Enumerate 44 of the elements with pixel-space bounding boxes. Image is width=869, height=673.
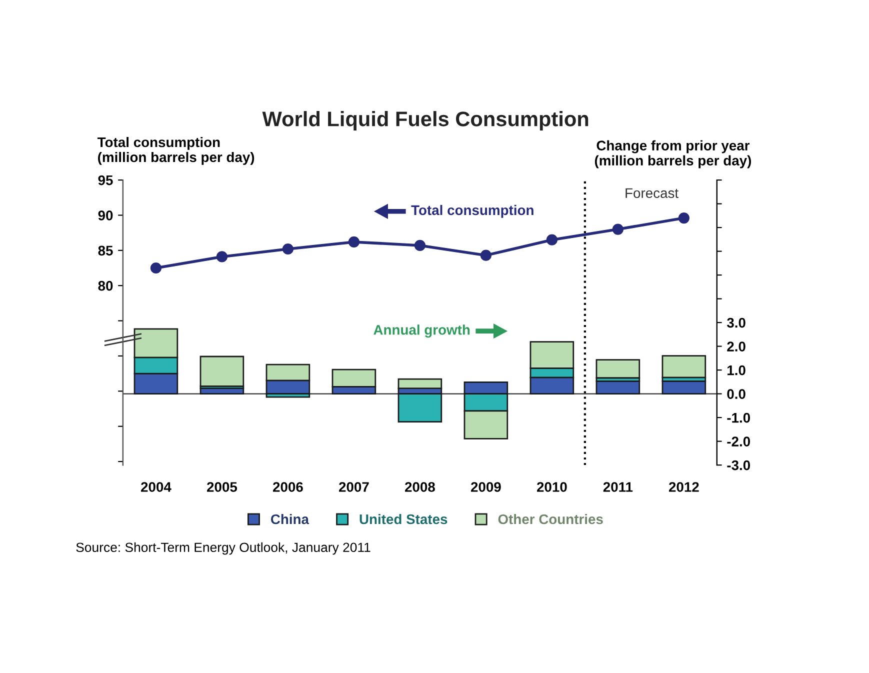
ref-line-label: Forecast: [626, 188, 678, 198]
x-tick-label: 2006: [272, 482, 303, 492]
y-tick-label: 90: [98, 210, 113, 220]
y2-tick-label: 2.0: [727, 342, 746, 352]
legend-label: Other Countries: [498, 514, 603, 524]
y2-tick-label: 3.0: [726, 318, 746, 328]
x-tick-label: 2008: [404, 482, 435, 492]
legend-label: China: [270, 514, 310, 524]
x-tick-label: 2009: [470, 482, 501, 492]
x-tick-label: 2012: [668, 482, 699, 492]
point: [282, 243, 294, 255]
point: [150, 262, 162, 274]
annotation: Total consumption: [411, 204, 534, 218]
y-axis-title: Total consumption (million barrels per day): [97, 136, 254, 165]
y-tick-label: 85: [98, 246, 113, 256]
x-tick-label: 2011: [603, 482, 633, 492]
y2-tick-label: 0.0: [727, 389, 746, 399]
point: [216, 251, 228, 262]
y2-tick-label: 1.0: [728, 365, 746, 376]
y2-axis-title: Change from prior year (million barrels per day): [594, 140, 752, 168]
y2-tick-label: -3.0: [727, 460, 750, 470]
point: [348, 236, 360, 248]
y-tick-label: 80: [98, 280, 113, 291]
point: [546, 234, 558, 246]
y2-tick-label: -1.0: [727, 412, 750, 423]
bar: [596, 359, 640, 379]
x-tick-label: 2007: [338, 482, 369, 492]
x-tick-label: 2010: [536, 482, 567, 492]
annotation: Annual growth: [374, 324, 470, 338]
x-tick-label: 2005: [206, 482, 238, 492]
y2-tick-label: -2.0: [727, 436, 750, 446]
point: [480, 250, 492, 261]
point: [678, 212, 690, 224]
x-tick-label: 2004: [140, 482, 172, 492]
bar: [200, 356, 244, 387]
point: [414, 240, 426, 252]
bar: [662, 355, 706, 378]
source-note: Source: Short-Term Energy Outlook, January 2011: [76, 542, 370, 555]
y-tick-label: 95: [98, 175, 113, 186]
bar: [398, 378, 442, 390]
bar: [398, 393, 442, 423]
legend-label: United States: [360, 514, 448, 524]
point: [612, 224, 624, 235]
chart-title: World Liquid Fuels Consumption: [262, 111, 588, 130]
